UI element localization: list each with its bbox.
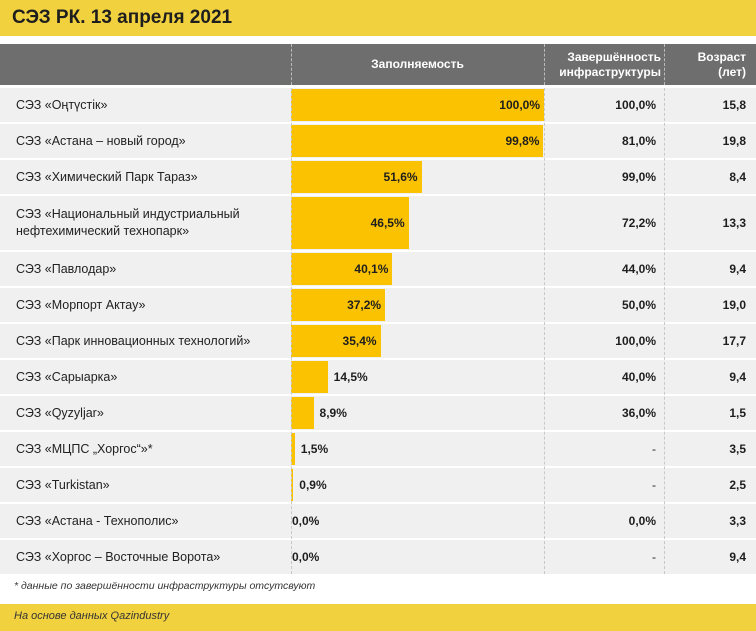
age-value: 9,4 bbox=[729, 370, 746, 384]
header-age: Возраст (лет) bbox=[664, 44, 746, 85]
header-infra-line1: Завершённость bbox=[567, 49, 661, 64]
infra-value: - bbox=[652, 442, 656, 456]
occupancy-bar bbox=[291, 469, 294, 501]
occupancy-bar bbox=[291, 325, 381, 357]
row-name: СЭЗ «Астана - Технополис» bbox=[16, 513, 179, 528]
column-divider bbox=[291, 88, 292, 574]
infra-value: 72,2% bbox=[621, 216, 656, 230]
title-bar: СЭЗ РК. 13 апреля 2021 bbox=[0, 0, 756, 36]
table-row: СЭЗ «Национальный индустриальный нефтехи… bbox=[0, 196, 756, 250]
occupancy-bar bbox=[291, 253, 393, 285]
row-name: СЭЗ «Оңтүстік» bbox=[16, 97, 108, 112]
row-name: СЭЗ «Сарыарка» bbox=[16, 369, 118, 384]
age-value: 3,5 bbox=[729, 442, 746, 456]
row-name: СЭЗ «МЦПС „Хоргос“»* bbox=[16, 441, 153, 456]
header-infra: Завершённость инфраструктуры bbox=[544, 44, 661, 85]
infra-value: - bbox=[652, 550, 656, 564]
occupancy-bar bbox=[291, 397, 314, 429]
infra-value: 36,0% bbox=[621, 406, 656, 420]
age-value: 9,4 bbox=[729, 262, 746, 276]
occupancy-label: 14,5% bbox=[333, 370, 368, 384]
header-divider bbox=[664, 44, 665, 85]
occupancy-label: 8,9% bbox=[319, 406, 347, 420]
table-row: СЭЗ «Оңтүстік» 100,0% 100,0% 15,8 bbox=[0, 88, 756, 122]
table-row: СЭЗ «Qyzyljar» 8,9% 36,0% 1,5 bbox=[0, 396, 756, 430]
header-age-line2: (лет) bbox=[718, 64, 746, 79]
table-row: СЭЗ «Астана - Технополис» 0,0% 0,0% 3,3 bbox=[0, 504, 756, 538]
age-value: 17,7 bbox=[722, 334, 746, 348]
row-name: СЭЗ «Хоргос – Восточные Ворота» bbox=[16, 549, 221, 564]
row-name: СЭЗ «Qyzyljar» bbox=[16, 405, 104, 420]
occupancy-bar bbox=[291, 289, 386, 321]
table-header: Заполняемость Завершённость инфраструкту… bbox=[0, 44, 756, 85]
infra-value: 0,0% bbox=[628, 514, 656, 528]
age-value: 19,0 bbox=[722, 298, 746, 312]
occupancy-bar bbox=[291, 361, 328, 393]
chart-title: СЭЗ РК. 13 апреля 2021 bbox=[12, 7, 233, 28]
row-name: СЭЗ «Химический Парк Тараз» bbox=[16, 169, 198, 184]
age-value: 19,8 bbox=[722, 134, 746, 148]
header-infra-line2: инфраструктуры bbox=[559, 64, 661, 79]
age-value: 15,8 bbox=[722, 98, 746, 112]
row-name: СЭЗ «Turkistan» bbox=[16, 477, 110, 492]
age-value: 1,5 bbox=[729, 406, 746, 420]
header-divider bbox=[291, 44, 292, 85]
column-divider bbox=[664, 88, 665, 574]
occupancy-label: 37,2% bbox=[347, 298, 382, 312]
table-row: СЭЗ «МЦПС „Хоргос“»* 1,5% - 3,5 bbox=[0, 432, 756, 466]
age-value: 8,4 bbox=[729, 170, 746, 184]
occupancy-label: 40,1% bbox=[354, 262, 389, 276]
occupancy-label: 0,9% bbox=[299, 478, 327, 492]
age-value: 13,3 bbox=[722, 216, 746, 230]
age-value: 3,3 bbox=[729, 514, 746, 528]
infra-value: 100,0% bbox=[615, 334, 656, 348]
occupancy-label: 99,8% bbox=[505, 134, 540, 148]
header-age-line1: Возраст bbox=[697, 49, 746, 64]
occupancy-bar bbox=[291, 125, 544, 157]
footnote: * данные по завершённости инфраструктуры… bbox=[14, 580, 316, 592]
infra-value: - bbox=[652, 478, 656, 492]
table-row: СЭЗ «Павлодар» 40,1% 44,0% 9,4 bbox=[0, 252, 756, 286]
infra-value: 81,0% bbox=[621, 134, 656, 148]
row-name: СЭЗ «Парк инновационных технологий» bbox=[16, 333, 251, 348]
header-occupancy: Заполняемость bbox=[291, 44, 544, 85]
occupancy-bar bbox=[291, 89, 544, 121]
header-occupancy-label: Заполняемость bbox=[371, 57, 464, 71]
column-divider bbox=[544, 88, 545, 574]
occupancy-label: 1,5% bbox=[300, 442, 329, 456]
table-row: СЭЗ «Turkistan» 0,9% - 2,5 bbox=[0, 468, 756, 502]
occupancy-label: 46,5% bbox=[370, 216, 405, 230]
table-row: СЭЗ «Сарыарка» 14,5% 40,0% 9,4 bbox=[0, 360, 756, 394]
row-name: СЭЗ «Астана – новый город» bbox=[16, 133, 186, 148]
age-value: 2,5 bbox=[729, 478, 746, 492]
table-row: СЭЗ «Хоргос – Восточные Ворота» 0,0% - 9,4 bbox=[0, 540, 756, 574]
source-bar: На основе данных Qazindustry bbox=[0, 604, 756, 631]
occupancy-label: 51,6% bbox=[383, 170, 418, 184]
table-row: СЭЗ «Парк инновационных технологий» 35,4%… bbox=[0, 324, 756, 358]
infra-value: 44,0% bbox=[621, 262, 656, 276]
header-divider bbox=[544, 44, 545, 85]
occupancy-bar bbox=[291, 197, 409, 249]
occupancy-label: 0,0% bbox=[292, 514, 320, 528]
infra-value: 100,0% bbox=[615, 98, 656, 112]
table-row: СЭЗ «Химический Парк Тараз» 51,6% 99,0% 8,4 bbox=[0, 160, 756, 194]
age-value: 9,4 bbox=[729, 550, 746, 564]
occupancy-bar bbox=[291, 433, 295, 465]
row-name: СЭЗ «Павлодар» bbox=[16, 261, 117, 276]
row-name: СЭЗ «Морпорт Актау» bbox=[16, 297, 146, 312]
infra-value: 99,0% bbox=[621, 170, 656, 184]
occupancy-bar bbox=[291, 161, 422, 193]
infra-value: 50,0% bbox=[621, 298, 656, 312]
source-text: На основе данных Qazindustry bbox=[14, 610, 170, 622]
table-row: СЭЗ «Морпорт Актау» 37,2% 50,0% 19,0 bbox=[0, 288, 756, 322]
occupancy-label: 0,0% bbox=[292, 550, 320, 564]
occupancy-label: 35,4% bbox=[342, 334, 377, 348]
occupancy-label: 100,0% bbox=[499, 98, 540, 112]
table-row: СЭЗ «Астана – новый город» 99,8% 81,0% 19,8 bbox=[0, 124, 756, 158]
row-name: СЭЗ «Национальный индустриальный нефтехи… bbox=[16, 207, 240, 238]
infra-value: 40,0% bbox=[621, 370, 656, 384]
